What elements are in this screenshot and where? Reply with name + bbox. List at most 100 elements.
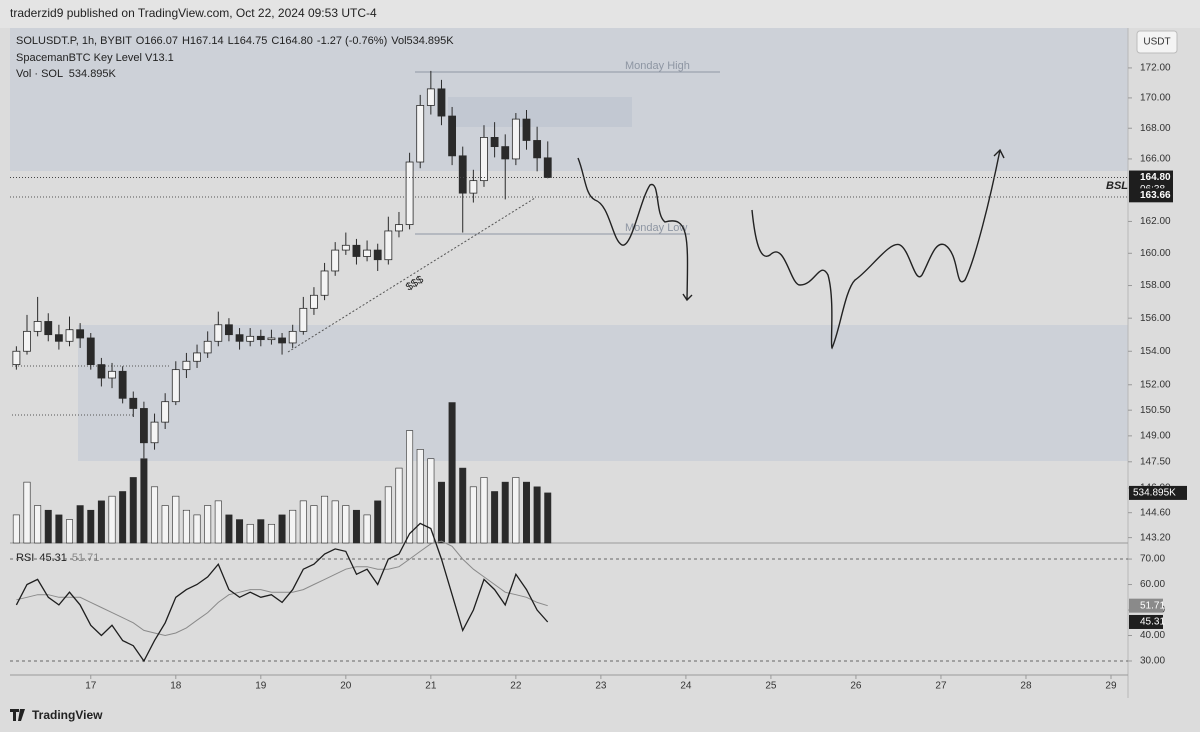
candle-body (288, 330, 297, 344)
volume-bar (172, 495, 180, 544)
volume-bar (161, 505, 169, 544)
volume-bar (310, 505, 318, 544)
candle-body (193, 352, 201, 362)
candle-body (235, 334, 244, 342)
volume-bar (384, 486, 392, 544)
x-tick-label: 21 (425, 681, 437, 692)
volume-bar (236, 519, 244, 544)
y-tick-label: 162.00 (1140, 216, 1171, 227)
logo (10, 709, 25, 721)
candle-body (171, 369, 180, 403)
candle-body (12, 350, 21, 366)
x-tick-label: 28 (1020, 681, 1032, 692)
candle-body (363, 249, 371, 257)
x-tick-label: 20 (340, 681, 352, 692)
volume-bar (246, 523, 254, 544)
candle-body (299, 307, 308, 332)
volume-tag-label: 534.895K (1133, 488, 1176, 499)
candle-body (54, 334, 63, 342)
volume-bar (23, 481, 31, 544)
volume-bar (544, 492, 552, 544)
volume-bar (331, 500, 339, 544)
candle-body (490, 137, 499, 148)
volume-tag (1129, 485, 1187, 500)
volume-bar (289, 509, 297, 544)
candle-body (256, 335, 265, 341)
volume-bar (214, 500, 222, 544)
volume-bar (395, 467, 403, 544)
volume-bar (34, 505, 42, 544)
x-tick-label: 19 (255, 681, 267, 692)
candle-body (182, 360, 191, 371)
volume-bar (342, 505, 350, 544)
candle-body (118, 370, 127, 399)
y-tick-label: 144.60 (1140, 507, 1171, 518)
volume-bar (140, 458, 148, 544)
volume-bar (66, 519, 74, 544)
rsi-tag-label: 45.31 (1140, 617, 1165, 628)
x-tick-label: 24 (680, 681, 692, 692)
rsi-tag (1129, 614, 1163, 629)
y-tick-label: 156.00 (1140, 313, 1171, 324)
volume-bar (469, 486, 477, 544)
volume-bar (523, 481, 530, 544)
rsi-tag-label: 51.71 (1140, 600, 1165, 611)
candle-body (33, 321, 42, 332)
ohlc: H167.14 (182, 35, 224, 47)
indicator: SpacemanBTC Key Level V13.1 (16, 52, 174, 64)
footer: TradingView (10, 708, 103, 722)
rsi-tag (1129, 598, 1163, 613)
candle-body (416, 105, 425, 163)
volume-bar (76, 505, 84, 544)
rsi-line (16, 540, 548, 637)
x-tick-label: 25 (765, 681, 777, 692)
annotation: Monday High (625, 60, 690, 72)
candle-body (76, 329, 85, 339)
y-tick-label: 30.00 (1140, 656, 1165, 667)
candle-body (437, 88, 446, 117)
y-tick-label: 158.00 (1140, 280, 1171, 291)
volume-bar (501, 481, 509, 544)
volume-bar (204, 505, 212, 544)
candle-body (44, 321, 53, 336)
volume-bar (278, 514, 286, 544)
candle-body (108, 370, 116, 379)
currency-button[interactable] (1136, 30, 1178, 54)
volume-bar (44, 509, 52, 544)
y-tick-label: 70.00 (1140, 554, 1165, 565)
candle-body (352, 244, 361, 257)
ohlc: O166.07 (136, 35, 178, 47)
volume-bar (448, 402, 456, 544)
candle-body (203, 340, 212, 354)
candle-body (320, 270, 329, 296)
candle-body (426, 88, 435, 106)
hand-drawn-path (751, 148, 1005, 350)
volume-bar (55, 514, 63, 544)
volume-bar (321, 495, 329, 544)
volume-bar (427, 458, 435, 544)
volume-legend: Vol534.895K (391, 35, 454, 47)
y-tick-label: 172.00 (1140, 63, 1171, 74)
ohlc: L164.75 (228, 35, 268, 47)
change: -1.27 (-0.76%) (317, 35, 387, 47)
x-tick-label: 22 (510, 681, 522, 692)
trendline (287, 197, 536, 353)
candle-body (501, 146, 510, 160)
volume-bar (352, 509, 360, 544)
rsi-legend: RSI 45.31 51.71 (16, 552, 99, 564)
annotation: Monday Low (625, 222, 687, 234)
candle-body (341, 244, 350, 251)
price-tag-label: 163.66 (1140, 190, 1171, 201)
y-tick-label: 152.00 (1140, 379, 1171, 390)
x-tick-label: 17 (85, 681, 97, 692)
y-tick-label: 170.00 (1140, 93, 1171, 104)
candle-body (246, 335, 255, 342)
hand-drawn-path (577, 157, 693, 302)
candle-body (511, 118, 520, 160)
candle-body (150, 421, 159, 444)
candle-body (86, 337, 95, 366)
candle-body (331, 249, 340, 272)
volume-bar (151, 486, 159, 544)
y-tick-label: 150.50 (1140, 405, 1171, 416)
